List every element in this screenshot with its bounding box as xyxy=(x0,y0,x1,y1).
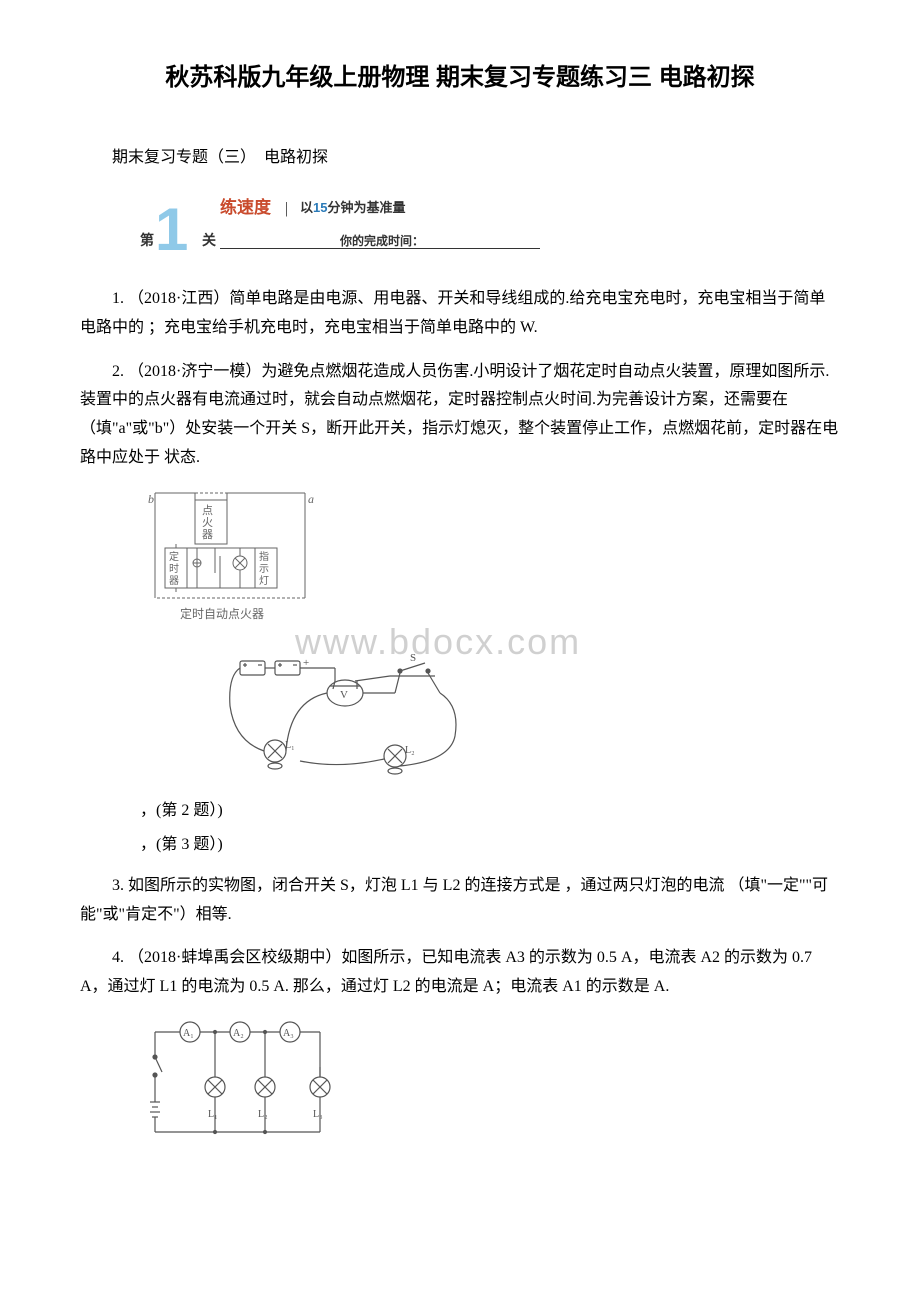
benchmark-highlight: 15 xyxy=(313,200,327,215)
gate-number: 1 xyxy=(155,185,188,275)
page-title: 秋苏科版九年级上册物理 期末复习专题练习三 电路初探 xyxy=(80,60,840,96)
l3-label-q4: L₃ xyxy=(313,1109,323,1120)
voltmeter-label: V xyxy=(340,689,348,701)
igniter-label-3: 器 xyxy=(202,528,213,541)
a1-label: A₁ xyxy=(183,1028,194,1039)
question-2: 2. （2018·济宁一模）为避免点燃烟花造成人员伤害.小明设计了烟花定时自动点… xyxy=(80,358,840,473)
svg-text:+: + xyxy=(303,657,309,669)
caption-fig2: 定时自动点火器 xyxy=(180,606,264,621)
igniter-label-2: 火 xyxy=(202,517,213,529)
banner-underline xyxy=(220,248,540,249)
figure-label-q3: ，(第 3 题）) xyxy=(140,833,840,857)
l2-label-q4: L₂ xyxy=(258,1109,268,1120)
l1-label-q4: L₁ xyxy=(208,1109,218,1120)
a2-label: A₂ xyxy=(233,1028,244,1039)
indicator-label-2: 示 xyxy=(259,564,269,575)
figure-q2: b a 点 火 器 定 时 器 xyxy=(140,488,840,636)
igniter-label-1: 点 xyxy=(202,504,213,517)
figure-q4: A₁ A₂ A₃ xyxy=(140,1017,840,1160)
timer-label-1: 定 xyxy=(169,550,179,563)
section-label: 练速度 xyxy=(220,195,271,221)
a3-label: A₃ xyxy=(283,1028,294,1039)
benchmark-text: 以15分钟为基准量 xyxy=(300,198,406,218)
indicator-label-3: 灯 xyxy=(259,575,269,587)
question-4: 4. （2018·蚌埠禹会区校级期中）如图所示，已知电流表 A3 的示数为 0.… xyxy=(80,944,840,1002)
figure-q3: + V S L₂ xyxy=(200,651,840,794)
gate-suffix: 关 xyxy=(202,230,216,251)
question-1: 1. （2018·江西）简单电路是由电源、用电器、开关和导线组成的.给充电宝充电… xyxy=(80,285,840,343)
figure-label-q2: ，(第 2 题）) xyxy=(140,799,840,823)
circuit-diagram-q4: A₁ A₂ A₃ xyxy=(140,1017,340,1152)
banner-divider: | xyxy=(285,197,288,221)
circuit-diagram-q3: + V S L₂ xyxy=(200,651,470,786)
timer-label-2: 时 xyxy=(169,563,179,575)
subtitle: 期末复习专题（三） 电路初探 xyxy=(80,146,840,170)
banner-section: 1 第 关 练速度 | 以15分钟为基准量 你的完成时间： xyxy=(140,190,560,270)
indicator-label-1: 指 xyxy=(259,550,269,563)
circuit-diagram-q2: b a 点 火 器 定 时 器 xyxy=(140,488,320,628)
switch-label: S xyxy=(410,652,416,664)
timer-label-3: 器 xyxy=(169,575,179,587)
label-b: b xyxy=(148,492,154,506)
gate-prefix: 第 xyxy=(140,230,154,251)
label-a: a xyxy=(308,492,314,506)
question-3: 3. 如图所示的实物图，闭合开关 S，灯泡 L1 与 L2 的连接方式是 ，通过… xyxy=(80,872,840,930)
l2-label: L₂ xyxy=(405,745,415,756)
